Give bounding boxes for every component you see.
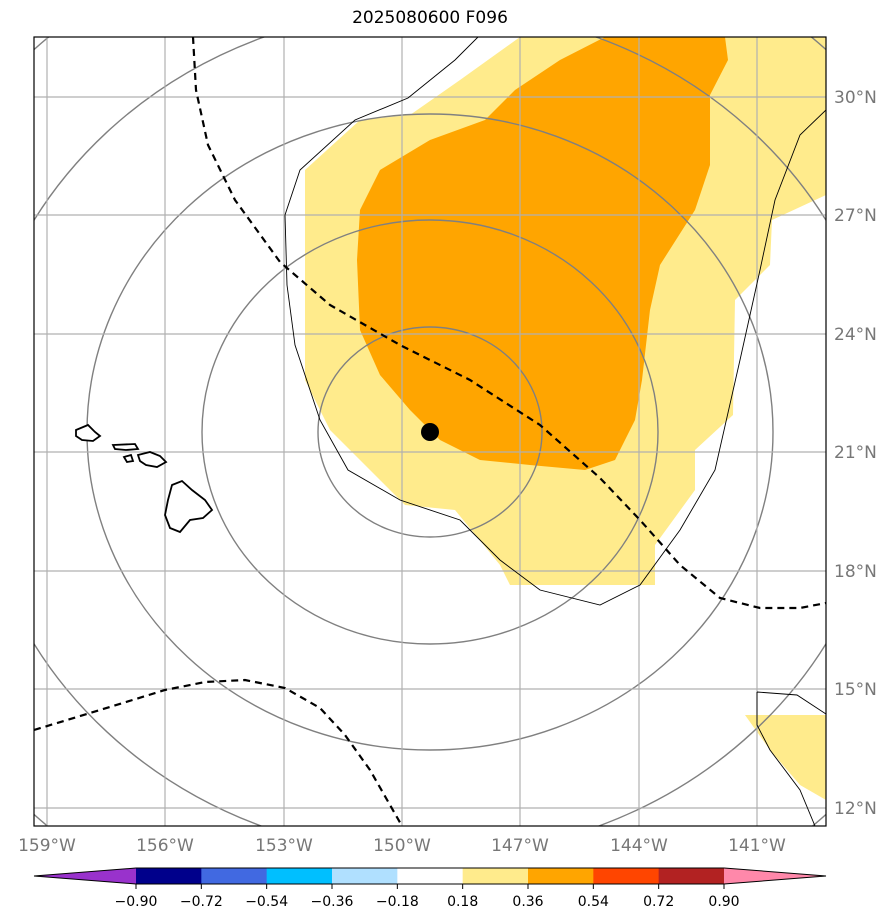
colorbar-segment [136,868,202,884]
outline-contour [284,37,826,606]
lon-label: 147°W [491,836,549,856]
colorbar-label: 0.54 [578,894,609,910]
circle-2 [201,219,659,645]
lon-label: 156°W [136,836,194,856]
lon-label: 144°W [610,836,668,856]
colorbar-segment [593,868,660,884]
lat-label: 21°N [834,443,877,463]
island-hawaii [164,479,214,534]
island-molokai [122,453,135,463]
orange-region [357,37,728,470]
lat-label: 15°N [834,680,877,700]
latitude-labels: 30°N 27°N 24°N 21°N 18°N 15°N 12°N [834,88,877,819]
colorbar-label: −0.36 [311,894,354,910]
island-oahu [111,443,140,451]
colorbar-label: −0.90 [115,894,158,910]
graticule [34,37,826,826]
light-yellow-region-se [745,715,826,800]
colorbar-label: −0.18 [376,894,419,910]
lat-label: 24°N [834,325,877,345]
colorbar-label: 0.90 [708,894,739,910]
colorbar-label: −0.72 [180,894,223,910]
colorbar-label: 0.36 [512,894,543,910]
lat-label: 30°N [834,88,877,108]
circle-1 [317,326,543,538]
lat-label: 27°N [834,206,877,226]
colorbar-segment [658,868,725,884]
lat-label: 18°N [834,562,877,582]
island-maui [136,451,168,468]
hawaiian-islands [75,423,214,534]
outline-contour-se [756,691,826,826]
colorbar-segment [462,868,529,884]
colorbar-label: 0.18 [447,894,478,910]
colorbar-extend-low [34,868,136,884]
dashed-contour-south [34,678,403,826]
map-title: 2025080600 F096 [352,8,508,28]
lat-label: 12°N [834,799,877,819]
lon-label: 150°W [373,836,431,856]
colorbar-segment [528,868,594,884]
anomaly-shading [305,37,826,800]
colorbar-label: −0.54 [245,894,288,910]
lon-label: 141°W [728,836,786,856]
colorbar-label: 0.72 [643,894,674,910]
colorbar: −0.90 −0.72 −0.54 −0.36 −0.18 0.18 0.36 0.54 0.7… [33,867,827,910]
island-kauai [75,423,102,442]
colorbar-segment [397,868,464,884]
storm-center-marker [421,423,439,441]
colorbar-segment [266,868,333,884]
lon-label: 159°W [18,836,76,856]
colorbar-segment [201,868,268,884]
colorbar-extend-high [724,868,826,884]
map-border [33,36,827,827]
colorbar-segment [332,868,398,884]
longitude-labels: 159°W 156°W 153°W 150°W 147°W 144°W 141°… [18,836,786,856]
dashed-contours [34,37,826,826]
lon-label: 153°W [255,836,313,856]
